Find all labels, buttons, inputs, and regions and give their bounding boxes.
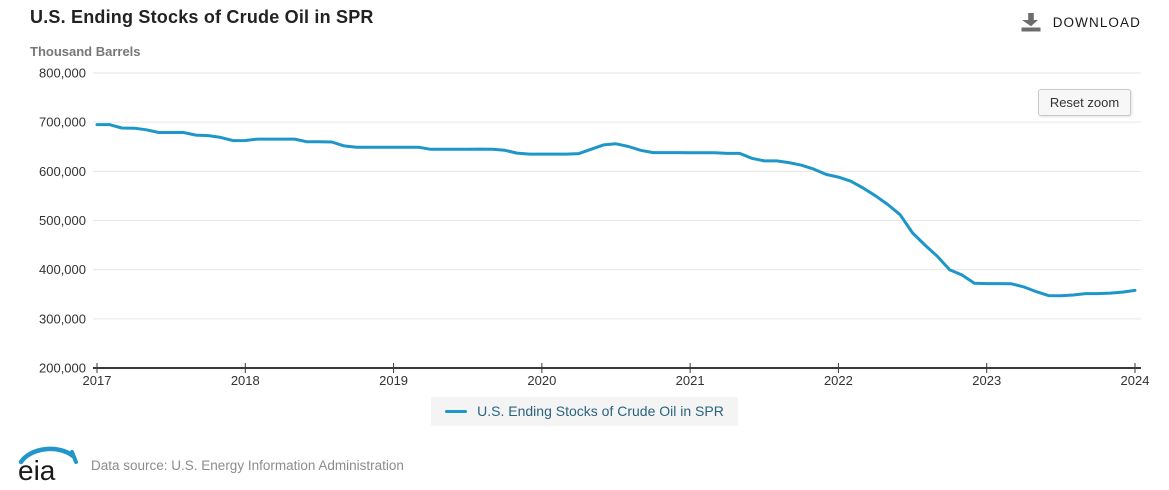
eia-logo-swoosh-tail [70, 450, 78, 464]
eia-logo-swoosh [18, 446, 76, 465]
download-button[interactable]: DOWNLOAD [1020, 12, 1141, 32]
y-axis-tick-label: 400,000 [39, 262, 86, 277]
footer: eia Data source: U.S. Energy Information… [14, 445, 404, 485]
x-axis-tick-label: 2023 [972, 373, 1001, 388]
x-axis-tick-label: 2018 [231, 373, 260, 388]
x-axis-tick-label: 2022 [824, 373, 853, 388]
eia-logo: eia [14, 445, 78, 485]
series-line-spr[interactable] [95, 123, 1137, 298]
y-axis-tick-label: 200,000 [39, 361, 86, 376]
x-axis-tick-label: 2020 [527, 373, 556, 388]
legend: U.S. Ending Stocks of Crude Oil in SPR [0, 397, 1169, 426]
legend-item-spr[interactable]: U.S. Ending Stocks of Crude Oil in SPR [431, 397, 738, 426]
data-source-text: Data source: U.S. Energy Information Adm… [91, 457, 404, 473]
reset-zoom-button[interactable]: Reset zoom [1038, 89, 1131, 116]
x-axis-tick-label: 2021 [676, 373, 705, 388]
y-axis-tick-label: 500,000 [39, 213, 86, 228]
x-axis-tick-label: 2019 [379, 373, 408, 388]
y-axis-tick-label: 700,000 [39, 115, 86, 130]
x-axis-tick-label: 2017 [83, 373, 112, 388]
y-axis-tick-label: 300,000 [39, 311, 86, 326]
legend-label: U.S. Ending Stocks of Crude Oil in SPR [477, 403, 724, 419]
download-icon [1020, 12, 1042, 32]
x-axis-tick-label: 2024 [1121, 373, 1150, 388]
legend-line-swatch [445, 409, 468, 413]
download-label: DOWNLOAD [1052, 14, 1141, 30]
page-title: U.S. Ending Stocks of Crude Oil in SPR [30, 7, 374, 27]
y-axis-tick-label: 800,000 [39, 66, 86, 81]
eia-logo-text: eia [18, 455, 56, 485]
y-axis-tick-label: 600,000 [39, 164, 86, 179]
y-axis-unit-label: Thousand Barrels [30, 44, 141, 59]
